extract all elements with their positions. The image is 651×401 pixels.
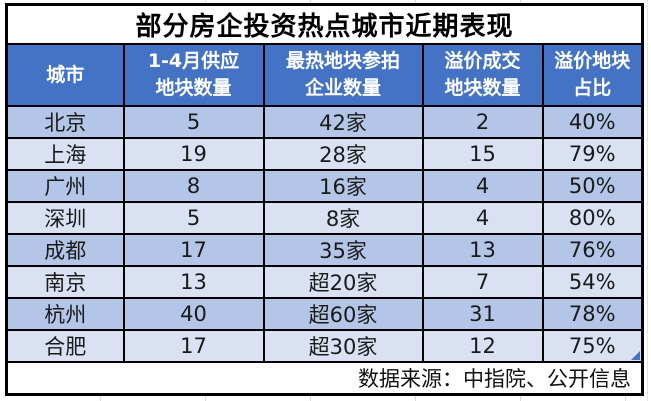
table-row-shenzhen: 深圳 5 8家 4 80% xyxy=(5,201,644,235)
gridline xyxy=(310,393,311,401)
premium-ratio-cell: 80% xyxy=(541,201,644,235)
supply-cell: 5 xyxy=(122,201,265,235)
premium-ratio-cell: 76% xyxy=(541,233,644,267)
premium-deals-cell: 12 xyxy=(421,329,544,363)
col-header-supply-parcels: 1-4月供应 地块数量 xyxy=(122,43,265,107)
supply-cell: 40 xyxy=(122,297,265,331)
gridline xyxy=(205,393,206,401)
premium-deals-cell: 2 xyxy=(421,105,544,139)
premium-ratio-cell: 79% xyxy=(541,137,644,171)
supply-cell: 5 xyxy=(122,105,265,139)
col-header-bidding-companies: 最热地块参拍 企业数量 xyxy=(262,43,424,107)
premium-ratio-cell: 75% xyxy=(541,329,644,363)
gridline xyxy=(310,0,311,3)
premium-deals-cell: 4 xyxy=(421,201,544,235)
gridline xyxy=(520,393,521,401)
bidders-cell: 35家 xyxy=(262,233,424,267)
gridline xyxy=(205,0,206,3)
header-row: 城市 1-4月供应 地块数量 最热地块参拍 企业数量 溢价成交 地块数量 溢价地… xyxy=(5,43,644,107)
title-row: 部分房企投资热点城市近期表现 xyxy=(5,3,644,45)
col-header-city: 城市 xyxy=(5,43,125,107)
gridline xyxy=(415,393,416,401)
premium-ratio-cell: 50% xyxy=(541,169,644,203)
city-cell: 上海 xyxy=(5,137,125,171)
supply-cell: 19 xyxy=(122,137,265,171)
table-row-guangzhou: 广州 8 16家 4 50% xyxy=(5,169,644,203)
supply-cell: 8 xyxy=(122,169,265,203)
fill-handle-icon xyxy=(631,351,640,360)
table-row-chengdu: 成都 17 35家 13 76% xyxy=(5,233,644,267)
gridline xyxy=(415,0,416,3)
premium-deals-cell: 15 xyxy=(421,137,544,171)
table-row-hefei: 合肥 17 超30家 12 75% xyxy=(5,329,644,363)
city-cell: 杭州 xyxy=(5,297,125,331)
supply-cell: 17 xyxy=(122,233,265,267)
premium-deals-cell: 31 xyxy=(421,297,544,331)
city-cell: 广州 xyxy=(5,169,125,203)
table-row-hangzhou: 杭州 40 超60家 31 78% xyxy=(5,297,644,331)
premium-deals-cell: 4 xyxy=(421,169,544,203)
table-row-nanjing: 南京 13 超20家 7 54% xyxy=(5,265,644,299)
bidders-cell: 16家 xyxy=(262,169,424,203)
gridline xyxy=(520,0,521,3)
col-header-premium-ratio: 溢价地块 占比 xyxy=(541,43,644,107)
bidders-cell: 8家 xyxy=(262,201,424,235)
city-cell: 合肥 xyxy=(5,329,125,363)
bidders-cell: 超60家 xyxy=(262,297,424,331)
cell-value: 75% xyxy=(568,334,616,358)
city-cell: 北京 xyxy=(5,105,125,139)
bidders-cell: 28家 xyxy=(262,137,424,171)
bidders-cell: 超30家 xyxy=(262,329,424,363)
premium-deals-cell: 7 xyxy=(421,265,544,299)
supply-cell: 17 xyxy=(122,329,265,363)
city-investment-table: 部分房企投资热点城市近期表现 城市 1-4月供应 地块数量 最热地块参拍 企业数… xyxy=(5,3,644,396)
premium-ratio-cell: 54% xyxy=(541,265,644,299)
city-cell: 成都 xyxy=(5,233,125,267)
table-row-beijing: 北京 5 42家 2 40% xyxy=(5,105,644,139)
data-source-note: 数据来源：中指院、公开信息 xyxy=(5,361,644,396)
gridline xyxy=(647,0,648,401)
supply-cell: 13 xyxy=(122,265,265,299)
gridline xyxy=(625,393,626,401)
premium-ratio-cell: 40% xyxy=(541,105,644,139)
table-row-shanghai: 上海 19 28家 15 79% xyxy=(5,137,644,171)
city-cell: 深圳 xyxy=(5,201,125,235)
bidders-cell: 42家 xyxy=(262,105,424,139)
footer-row: 数据来源：中指院、公开信息 xyxy=(5,361,644,396)
city-cell: 南京 xyxy=(5,265,125,299)
premium-deals-cell: 13 xyxy=(421,233,544,267)
col-header-premium-deals: 溢价成交 地块数量 xyxy=(421,43,544,107)
table-title: 部分房企投资热点城市近期表现 xyxy=(5,3,644,45)
premium-ratio-cell: 78% xyxy=(541,297,644,331)
bidders-cell: 超20家 xyxy=(262,265,424,299)
gridline xyxy=(100,393,101,401)
